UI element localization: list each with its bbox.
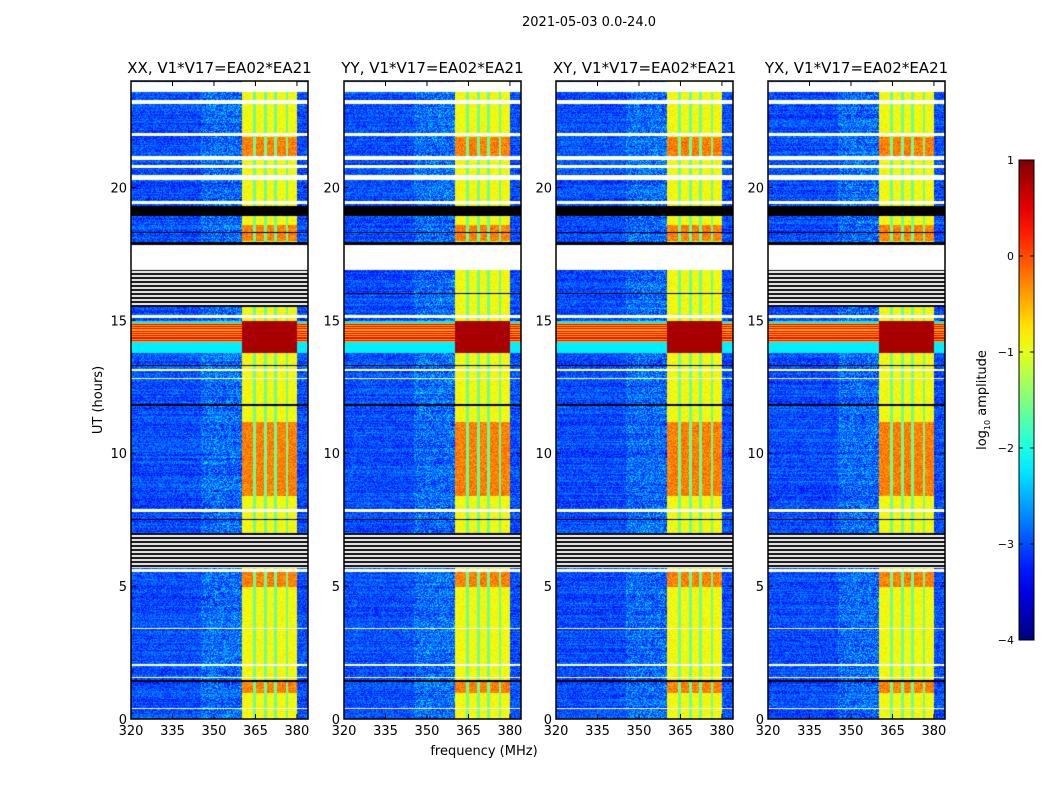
y-tick-label: 15 [323,314,340,329]
panel-xx: XX, V1*V17=EA02*EA21 320 335 350 365 380 0 5 10 1… [110,59,311,739]
x-tick-label: 380 [710,724,735,739]
heatmap-image [344,81,521,719]
panel-title: XX, V1*V17=EA02*EA21 [127,59,311,77]
x-tick-label: 350 [627,724,652,739]
y-tick-label: 5 [544,580,552,595]
x-tick-label: 380 [922,724,947,739]
x-tick-label: 335 [797,724,822,739]
panel-title: YY, V1*V17=EA02*EA21 [340,59,523,77]
y-tick-label: 20 [110,181,127,196]
figure-title: 2021-05-03 0.0-24.0 [522,15,656,30]
colorbar-tick-label: 1 [1007,154,1014,167]
y-tick-label: 15 [535,314,552,329]
heatmap-image [768,81,945,719]
panel-xy: XY, V1*V17=EA02*EA21 320 335 350 365 380 0 5 10 1… [535,59,736,739]
colorbar-tick-label: −3 [998,538,1014,551]
x-tick-label: 365 [456,724,481,739]
y-tick-label: 5 [332,580,340,595]
panel-title: XY, V1*V17=EA02*EA21 [553,59,736,77]
colorbar-tick-label: −2 [998,442,1014,455]
y-tick-label: 20 [535,181,552,196]
y-tick-label: 0 [119,713,127,728]
y-tick-label: 20 [323,181,340,196]
y-tick-label: 10 [323,447,340,462]
y-tick-label: 0 [544,713,552,728]
x-tick-label: 335 [160,724,185,739]
x-tick-label: 365 [243,724,268,739]
colorbar-tick-label: −4 [998,634,1014,647]
y-tick-label: 10 [535,447,552,462]
y-tick-label: 5 [119,580,127,595]
x-tick-label: 365 [880,724,905,739]
panel-yy: YY, V1*V17=EA02*EA21 320 335 350 365 380 0 5 10 1… [323,59,523,739]
label-part: log [975,430,990,450]
colorbar-tick-label: 0 [1007,250,1014,263]
panel-frame [130,80,309,720]
x-tick-label: 320 [332,724,357,739]
y-tick-label: 10 [110,447,127,462]
y-tick-label: 20 [747,181,764,196]
x-tick-label: 380 [285,724,310,739]
panel-yx: YX, V1*V17=EA02*EA21 320 335 350 365 380 0 5 10 1… [747,59,948,739]
colorbar-label: log10 amplitude [975,350,992,450]
x-axis-label: frequency (MHz) [430,744,537,759]
heatmap-image [556,81,733,719]
label-subscript: 10 [983,420,992,430]
colorbar-scale [1018,159,1035,641]
y-tick-label: 0 [332,713,340,728]
x-tick-label: 350 [202,724,227,739]
panel-frame [767,80,946,720]
heatmap-image [131,81,308,719]
y-tick-label: 15 [747,314,764,329]
x-tick-label: 335 [373,724,398,739]
panel-frame [555,80,734,720]
x-tick-label: 380 [498,724,523,739]
y-tick-label: 15 [110,314,127,329]
x-tick-label: 335 [585,724,610,739]
y-tick-label: 5 [756,580,764,595]
y-axis-label: UT (hours) [91,366,106,434]
x-tick-label: 350 [839,724,864,739]
x-tick-label: 350 [415,724,440,739]
panel-title: YX, V1*V17=EA02*EA21 [764,59,948,77]
x-tick-label: 320 [119,724,144,739]
colorbar-tick-label: −1 [998,346,1014,359]
label-part: amplitude [975,350,990,420]
x-tick-label: 365 [668,724,693,739]
x-tick-label: 320 [544,724,569,739]
x-tick-label: 320 [756,724,781,739]
panel-frame [343,80,522,720]
y-tick-label: 0 [756,713,764,728]
y-tick-label: 10 [747,447,764,462]
